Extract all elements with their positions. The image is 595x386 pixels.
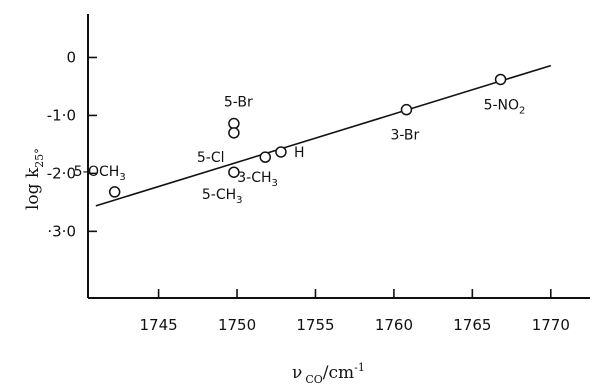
point-label: 3-Br bbox=[390, 128, 419, 144]
point-label: 5-CH3 bbox=[202, 187, 243, 206]
data-point bbox=[228, 166, 240, 178]
y-ticks: 0 -1·0 -2·0 ·3·0 bbox=[47, 48, 97, 240]
y-tick-label: ·3·0 bbox=[47, 222, 76, 240]
y-tick-label: 0 bbox=[66, 48, 76, 66]
data-point bbox=[108, 186, 121, 198]
data-point bbox=[494, 73, 507, 86]
x-axis-label-sup: -1 bbox=[354, 361, 365, 374]
x-axis-label-unit: /cm bbox=[323, 363, 354, 383]
x-axis-label-sub: CO bbox=[305, 373, 322, 386]
y-axis-label-sub: 25° bbox=[33, 148, 46, 168]
x-tick-label: 1745 bbox=[140, 316, 178, 334]
x-tick-label: 1770 bbox=[532, 316, 570, 334]
y-tick-label: -2·0 bbox=[47, 164, 76, 182]
data-points bbox=[108, 73, 507, 198]
fit-line bbox=[95, 64, 552, 207]
point-label: H bbox=[294, 145, 305, 161]
point-label: 5-Br bbox=[224, 95, 253, 111]
x-ticks: 1745 1750 1755 1760 1765 1770 bbox=[140, 289, 570, 334]
point-label: 5-OCH3 bbox=[74, 164, 126, 183]
y-axis-label-main: log k bbox=[23, 167, 43, 210]
data-point bbox=[259, 151, 272, 163]
y-tick-label: -1·0 bbox=[47, 106, 76, 124]
y-axis-label: log k25° bbox=[23, 148, 46, 210]
point-label: 5-NO2 bbox=[484, 97, 526, 116]
x-tick-label: 1760 bbox=[375, 316, 413, 334]
point-label: 3-CH3 bbox=[237, 170, 278, 189]
x-tick-label: 1750 bbox=[218, 316, 256, 334]
x-tick-label: 1765 bbox=[453, 316, 491, 334]
x-tick-label: 1755 bbox=[296, 316, 334, 334]
data-point bbox=[400, 103, 413, 116]
data-point bbox=[275, 146, 287, 158]
data-point bbox=[228, 117, 240, 130]
x-axis-label-main: ν bbox=[292, 363, 302, 383]
data-point bbox=[228, 127, 240, 139]
x-axis-label: ν CO/cm-1 bbox=[292, 361, 365, 386]
point-label: 5-Cl bbox=[197, 150, 225, 166]
